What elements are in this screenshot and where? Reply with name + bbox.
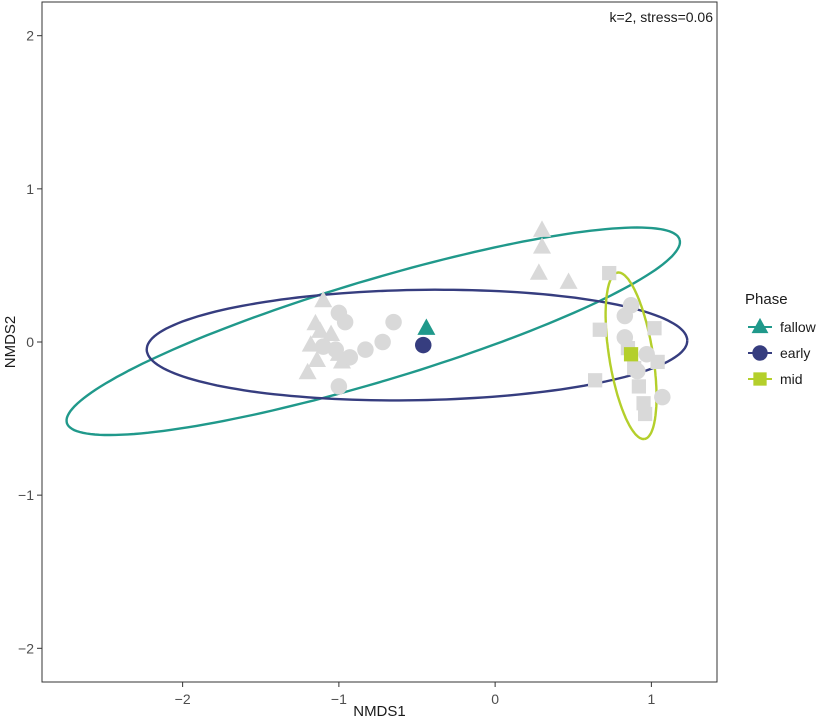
data-point-fallow [322,324,341,341]
x-tick-label: −1 [331,691,347,707]
x-axis-title: NMDS1 [353,703,406,720]
data-point-early [357,341,374,358]
data-point-mid [588,373,603,388]
data-point-fallow [559,272,578,289]
data-point-mid [592,322,607,337]
data-point-early [327,341,344,358]
y-axis-title: NMDS2 [2,316,19,369]
stress-annotation: k=2, stress=0.06 [609,9,713,25]
data-point-early [374,333,391,351]
data-point-early [330,378,348,395]
y-tick-label: −2 [18,640,34,656]
legend-symbol-fallow [751,317,769,334]
data-point-fallow [308,350,326,367]
y-tick-label: 2 [26,28,34,44]
data-point-early [336,313,354,331]
data-point-fallow [533,220,551,237]
centroid-early [415,336,432,354]
centroid-mid [623,347,639,362]
y-tick-label: −1 [18,487,34,503]
points-layer [298,220,671,422]
centroid-layer [415,318,639,362]
data-point-mid [627,360,642,376]
data-point-early [341,349,359,366]
x-tick-label: 0 [491,691,499,707]
x-axis-ticks: −2 −1 0 1 [175,682,655,707]
y-axis-ticks: −2 −1 0 1 2 [18,28,42,656]
data-point-early [654,388,671,406]
legend: Phase fallow early mid [745,291,817,387]
legend-label-fallow: fallow [780,319,817,335]
data-point-early [385,313,402,331]
confidence-ellipse-fallow [65,226,682,437]
legend-label-early: early [780,345,810,361]
legend-title: Phase [745,291,788,308]
data-point-mid [638,406,653,422]
data-point-mid [647,321,662,336]
y-tick-label: 0 [26,334,34,350]
x-tick-label: 1 [647,691,655,707]
x-tick-label: −2 [175,691,191,707]
data-point-mid [650,354,665,370]
data-point-fallow [533,237,551,254]
data-point-fallow [311,321,330,338]
data-point-early [315,338,332,355]
data-point-mid [602,265,617,281]
data-point-early [616,307,634,325]
legend-key-fallow [748,317,772,334]
y-tick-label: 1 [26,181,34,197]
legend-symbol-early [752,345,768,361]
data-point-fallow [529,263,548,280]
legend-key-mid [748,372,772,386]
legend-symbol-mid [753,372,767,386]
data-point-mid [631,379,646,394]
centroid-fallow [417,318,436,335]
data-point-fallow [314,290,333,308]
data-point-fallow [298,362,317,380]
data-point-mid [636,396,651,411]
legend-key-early [748,345,772,361]
confidence-ellipse-early [145,288,689,402]
legend-label-mid: mid [780,371,803,387]
